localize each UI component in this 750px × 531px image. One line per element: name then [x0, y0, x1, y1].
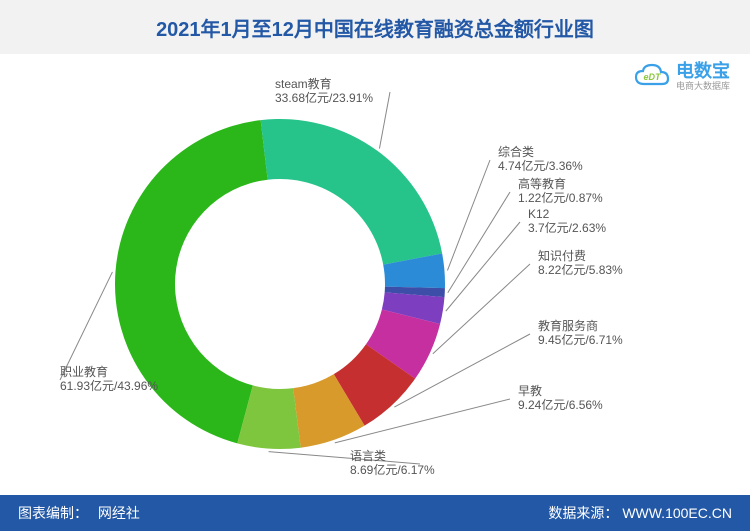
slice-label: 教育服务商9.45亿元/6.71% — [538, 318, 623, 347]
slice-label: steam教育33.68亿元/23.91% — [275, 76, 373, 105]
donut-slice-steam教育 — [261, 119, 443, 265]
brand-logo: eDT 电数宝 电商大数据库 — [632, 62, 730, 92]
chart-title: 2021年1月至12月中国在线教育融资总金额行业图 — [156, 13, 594, 42]
leader-line — [379, 92, 390, 149]
footer-left-value: 网经社 — [98, 505, 140, 521]
slice-label: 知识付费8.22亿元/5.83% — [538, 249, 623, 277]
title-bar: 2021年1月至12月中国在线教育融资总金额行业图 — [0, 0, 750, 54]
footer-left: 图表编制： 网经社 — [18, 503, 140, 523]
donut-chart: 职业教育61.93亿元/43.96%steam教育33.68亿元/23.91%综… — [0, 54, 750, 495]
footer-left-label: 图表编制： — [18, 505, 88, 521]
slice-label: 早教9.24亿元/6.56% — [518, 383, 603, 412]
footer-right-value: WWW.100EC.CN — [622, 505, 732, 521]
cloud-icon: eDT — [632, 62, 672, 92]
leader-line — [60, 272, 112, 380]
footer-right-label: 数据来源： — [548, 505, 618, 521]
slice-label: 高等教育1.22亿元/0.87% — [518, 176, 603, 205]
svg-text:eDT: eDT — [643, 72, 662, 82]
footer-bar: 图表编制： 网经社 数据来源： WWW.100EC.CN — [0, 495, 750, 531]
chart-area: 职业教育61.93亿元/43.96%steam教育33.68亿元/23.91%综… — [0, 54, 750, 495]
logo-sub-text: 电商大数据库 — [676, 82, 730, 92]
logo-main-text: 电数宝 — [676, 62, 730, 82]
slice-label: K123.7亿元/2.63% — [528, 207, 606, 235]
slice-label: 综合类4.74亿元/3.36% — [498, 144, 583, 173]
footer-right: 数据来源： WWW.100EC.CN — [548, 503, 732, 523]
leader-line — [448, 192, 510, 293]
slice-label: 语言类8.69亿元/6.17% — [350, 449, 435, 477]
leader-line — [447, 160, 490, 270]
donut-slice-职业教育 — [115, 120, 268, 443]
